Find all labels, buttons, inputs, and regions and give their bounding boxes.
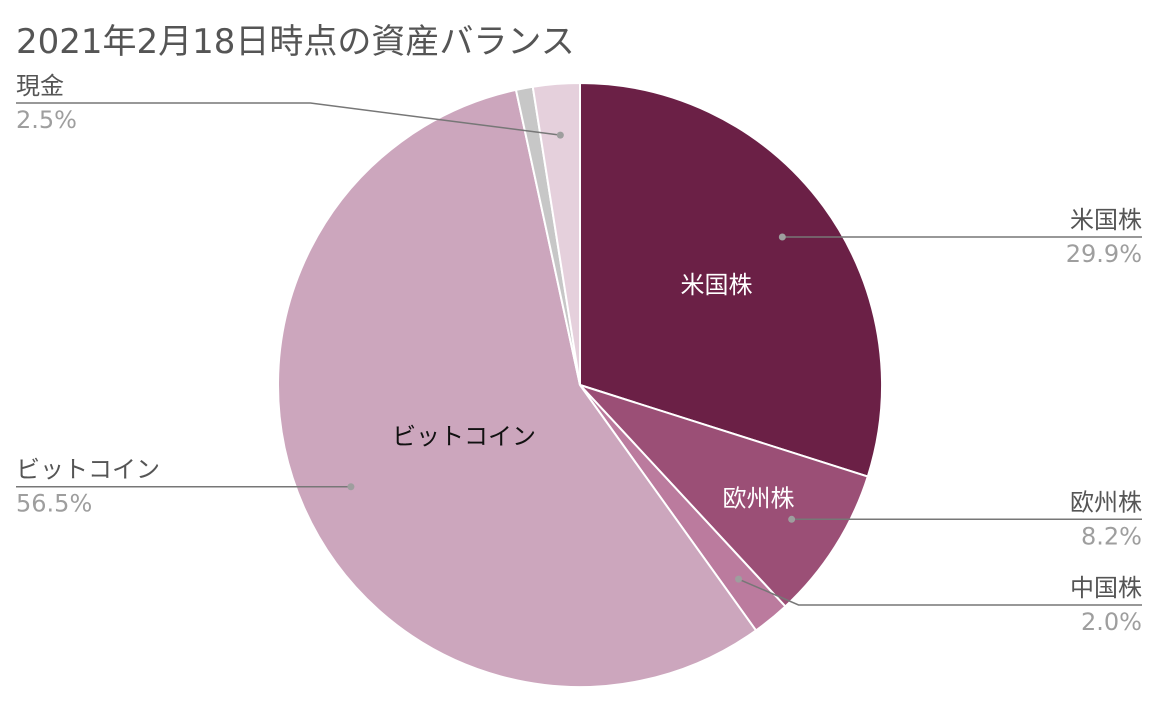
pie-slice-4 <box>277 88 758 688</box>
leader-dot-2 <box>788 515 796 523</box>
slice-percent-label-3: 2.0% <box>1081 608 1142 636</box>
pie-slice-6 <box>531 81 581 386</box>
slice-percent-label-1: 29.9% <box>1066 240 1142 268</box>
chart-title: 2021年2月18日時点の資産バランス <box>16 22 575 62</box>
leader-dot-4 <box>347 483 355 491</box>
slice-name-label-2: 欧州株 <box>1070 488 1142 516</box>
slice-name-label-4: ビットコイン <box>16 456 160 484</box>
inside-label-2: 欧州株 <box>722 484 794 512</box>
inside-label-4: ビットコイン <box>392 422 536 450</box>
leader-dot-3 <box>735 575 743 583</box>
slice-percent-label-2: 8.2% <box>1081 522 1142 550</box>
slice-percent-label-6: 2.5% <box>16 106 77 134</box>
leader-dot-1 <box>778 233 786 241</box>
leader-dot-6 <box>556 131 564 139</box>
leader-line-3 <box>738 578 1142 606</box>
leader-line-6 <box>16 102 561 136</box>
inside-label-1: 米国株 <box>681 271 753 299</box>
pie-slice-1 <box>579 81 883 478</box>
slice-percent-label-4: 56.5% <box>16 490 92 518</box>
slice-name-label-1: 米国株 <box>1070 206 1142 234</box>
slice-name-label-3: 中国株 <box>1070 574 1142 602</box>
slice-name-label-6: 現金 <box>16 72 64 100</box>
